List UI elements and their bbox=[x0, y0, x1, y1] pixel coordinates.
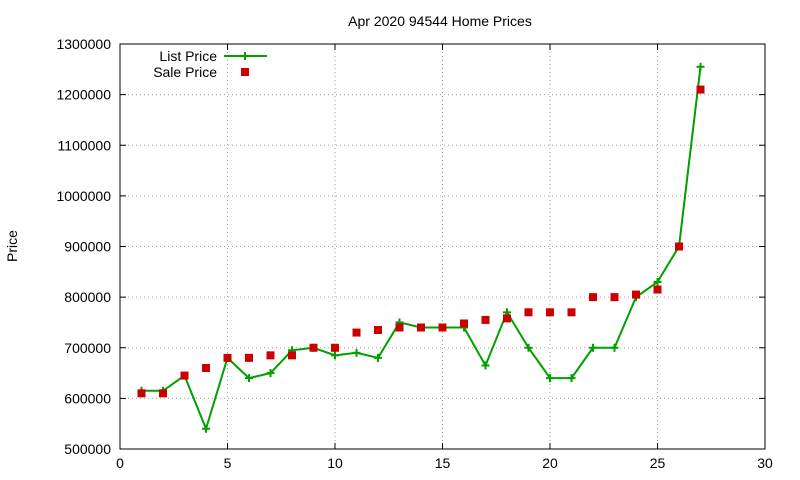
list-price-point bbox=[481, 361, 490, 370]
list-price-line bbox=[141, 66, 702, 432]
y-tick-label: 700000 bbox=[64, 340, 111, 356]
y-axis-label: Price bbox=[4, 230, 20, 262]
x-tick-label: 30 bbox=[757, 455, 773, 471]
sale-price-point bbox=[202, 364, 210, 372]
sale-price-point bbox=[438, 323, 447, 332]
sale-price-point bbox=[223, 353, 232, 362]
sale-price-point bbox=[180, 371, 189, 380]
legend-square-swatch bbox=[241, 68, 249, 76]
sale-price-point bbox=[589, 293, 597, 302]
list-price-point bbox=[653, 277, 662, 286]
sale-price-point bbox=[159, 389, 167, 398]
list-price-point bbox=[245, 374, 253, 383]
list-price-point bbox=[546, 374, 554, 383]
list-price-point bbox=[589, 343, 597, 352]
sale-price-point bbox=[460, 319, 468, 328]
y-tick-label: 600000 bbox=[64, 390, 111, 406]
sale-price-point bbox=[309, 343, 318, 352]
x-tick-label: 5 bbox=[224, 455, 232, 471]
sale-price-point bbox=[395, 323, 404, 332]
list-price-point bbox=[374, 353, 382, 362]
legend-label: List Price bbox=[159, 48, 217, 64]
list-price-point bbox=[524, 343, 533, 352]
grid bbox=[120, 44, 765, 449]
y-tick-label: 800000 bbox=[64, 289, 111, 305]
y-tick-label: 1300000 bbox=[56, 36, 111, 52]
sale-price-point bbox=[266, 351, 275, 360]
sale-price-point bbox=[481, 315, 490, 324]
y-tick-label: 1100000 bbox=[58, 137, 112, 153]
axes: 0 5 10 15 20 25 30 500000 600000 700000 800000 9000… bbox=[56, 36, 773, 471]
list-price-point bbox=[352, 348, 361, 357]
series-layer bbox=[137, 62, 705, 433]
list-price-point bbox=[567, 374, 576, 383]
sale-price-point bbox=[245, 353, 253, 362]
sale-price-point bbox=[675, 242, 683, 251]
list-price-point bbox=[266, 369, 275, 378]
x-tick-label: 15 bbox=[435, 455, 451, 471]
sale-price-point bbox=[417, 323, 425, 332]
sale-price-point bbox=[137, 389, 146, 398]
x-tick-label: 0 bbox=[116, 455, 124, 471]
legend-label: Sale Price bbox=[153, 64, 217, 80]
sale-price-point bbox=[696, 85, 705, 94]
sale-price-point bbox=[352, 328, 361, 337]
sale-price-point bbox=[374, 326, 382, 335]
x-tick-label: 20 bbox=[542, 455, 558, 471]
chart-title: Apr 2020 94544 Home Prices bbox=[348, 13, 532, 29]
sale-price-point bbox=[632, 290, 640, 299]
sale-price-point bbox=[610, 293, 619, 302]
y-tick-label: 1200000 bbox=[56, 87, 111, 103]
sale-price-point bbox=[524, 308, 533, 317]
x-tick-label: 10 bbox=[327, 455, 343, 471]
y-tick-label: 1000000 bbox=[56, 188, 111, 204]
sale-price-point bbox=[546, 308, 554, 317]
list-price-point bbox=[202, 424, 210, 433]
sale-price-point bbox=[288, 351, 296, 360]
list-price-point bbox=[331, 351, 339, 360]
y-tick-label: 500000 bbox=[64, 441, 111, 457]
x-tick-label: 25 bbox=[650, 455, 666, 471]
list-price-point bbox=[610, 343, 619, 352]
sale-price-point bbox=[331, 343, 339, 352]
y-tick-label: 900000 bbox=[64, 239, 111, 255]
list-price-point bbox=[696, 62, 705, 71]
sale-price-point bbox=[653, 285, 662, 294]
sale-price-point bbox=[503, 314, 511, 323]
sale-price-point bbox=[567, 308, 576, 317]
